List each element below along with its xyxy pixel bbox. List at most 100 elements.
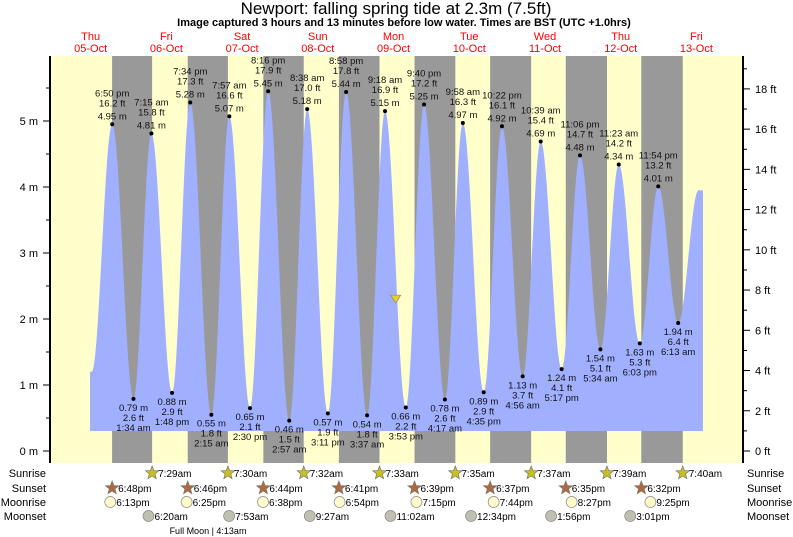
- high-tide-m: 5.45 m: [254, 78, 283, 89]
- sunrise-star-icon: [296, 465, 312, 480]
- low-tide-time: 4:56 am: [506, 400, 540, 411]
- day-label-dow: Thu: [81, 31, 100, 43]
- high-tide-ft: 14.2 ft: [606, 139, 633, 150]
- day-label-dow: Fri: [690, 31, 703, 43]
- right-tick-label: 10 ft: [755, 245, 776, 257]
- day-label-dow: Wed: [534, 31, 556, 43]
- high-tide-ft: 13.2 ft: [645, 160, 672, 171]
- chart-subtitle: Image captured 3 hours and 13 minutes be…: [177, 17, 631, 29]
- high-tide-m: 4.97 m: [448, 110, 477, 121]
- row-event-time: 6:37pm: [496, 484, 529, 495]
- high-tide-point: [383, 109, 388, 114]
- high-tide-time: 9:58 am: [446, 87, 480, 98]
- row-event-time: 6:25pm: [193, 498, 226, 509]
- sunrise-star-icon: [523, 465, 539, 480]
- day-label-date: 07-Oct: [226, 43, 259, 55]
- day-label-date: 11-Oct: [529, 43, 561, 55]
- low-tide-m: 0.57 m: [313, 417, 342, 428]
- low-tide-ft: 2.6 ft: [123, 413, 144, 424]
- low-tide-point: [365, 413, 370, 418]
- moonrise-icon: [565, 496, 578, 508]
- high-tide-m: 4.81 m: [137, 121, 166, 132]
- low-tide-m: 0.46 m: [275, 425, 304, 436]
- moonrise-icon: [644, 496, 657, 508]
- left-tick-label: 0 m: [20, 446, 38, 458]
- low-tide-time: 4:17 am: [428, 424, 462, 435]
- low-tide-ft: 6.4 ft: [668, 337, 689, 348]
- sunrise-star-icon: [371, 465, 388, 480]
- low-tide-ft: 5.1 ft: [590, 363, 611, 374]
- low-tide-time: 6:03 pm: [623, 367, 657, 378]
- high-tide-ft: 17.0 ft: [294, 83, 321, 94]
- high-tide-ft: 16.3 ft: [450, 97, 477, 108]
- high-tide-time: 9:40 pm: [407, 69, 441, 80]
- low-tide-point: [287, 418, 292, 423]
- high-tide-ft: 16.2 ft: [99, 98, 126, 109]
- right-tick-label: 18 ft: [755, 84, 776, 96]
- day-label-dow: Tue: [460, 31, 479, 43]
- sunset-star-icon: [104, 480, 120, 495]
- moonrise-icon: [104, 496, 117, 508]
- low-tide-time: 3:53 pm: [389, 431, 423, 442]
- low-tide-m: 0.79 m: [119, 403, 148, 414]
- high-tide-m: 4.01 m: [644, 173, 673, 184]
- high-tide-m: 4.95 m: [98, 111, 127, 122]
- high-tide-time: 7:15 am: [134, 98, 168, 109]
- day-label-date: 12-Oct: [604, 43, 637, 55]
- low-tide-time: 2:57 am: [272, 445, 306, 456]
- low-tide-point: [637, 341, 642, 346]
- low-tide-m: 1.94 m: [664, 327, 693, 338]
- sunset-star-icon: [558, 480, 574, 495]
- row-event-time: 7:44pm: [500, 498, 533, 509]
- sunrise-star-icon: [144, 465, 160, 480]
- sunset-star-icon: [633, 480, 649, 495]
- row-event-time: 6:48pm: [118, 484, 151, 495]
- sunset-star-icon: [255, 480, 271, 495]
- low-tide-point: [247, 406, 252, 411]
- low-tide-m: 0.54 m: [353, 419, 382, 430]
- low-tide-ft: 4.1 ft: [551, 383, 572, 394]
- sunrise-star-icon: [675, 465, 691, 480]
- low-tide-ft: 1.9 ft: [317, 427, 338, 438]
- low-tide-time: 3:37 am: [350, 439, 384, 450]
- high-tide-point: [422, 102, 427, 107]
- chart-title: Newport: falling spring tide at 2.3m (7.…: [241, 0, 552, 18]
- high-tide-time: 11:06 pm: [561, 119, 600, 130]
- sunrise-star-icon: [447, 465, 463, 480]
- low-tide-time: 1:34 am: [116, 423, 150, 434]
- row-event-time: 8:27pm: [578, 498, 611, 509]
- row-event-time: 7:15pm: [422, 498, 455, 509]
- left-tick-label: 1 m: [20, 380, 38, 392]
- low-tide-time: 5:17 pm: [544, 393, 578, 404]
- high-tide-ft: 17.2 ft: [411, 79, 438, 90]
- low-tide-ft: 5.3 ft: [629, 357, 650, 368]
- high-tide-point: [578, 153, 583, 158]
- low-tide-m: 0.65 m: [235, 412, 264, 423]
- moonrise-icon: [487, 496, 500, 508]
- moonset-icon: [223, 510, 235, 522]
- low-tide-m: 1.54 m: [586, 353, 615, 364]
- tide-curve-area: [90, 91, 703, 432]
- high-tide-time: 11:54 pm: [639, 150, 678, 161]
- low-tide-point: [520, 374, 525, 379]
- high-tide-ft: 15.4 ft: [528, 115, 555, 126]
- row-event-time: 6:35pm: [572, 484, 605, 495]
- high-tide-m: 4.92 m: [487, 113, 516, 124]
- high-tide-time: 8:58 pm: [329, 56, 363, 67]
- row-event-time: 11:02am: [396, 512, 434, 523]
- low-tide-point: [598, 347, 603, 352]
- current-level-marker: [390, 294, 402, 304]
- sunset-star-icon: [180, 480, 196, 495]
- day-label-date: 09-Oct: [377, 43, 410, 55]
- low-tide-point: [676, 320, 681, 325]
- high-tide-time: 7:34 pm: [173, 67, 207, 78]
- high-tide-point: [499, 124, 504, 129]
- low-tide-point: [403, 405, 408, 410]
- high-tide-ft: 16.9 ft: [372, 85, 399, 96]
- low-tide-point: [481, 390, 486, 395]
- day-label-date: 06-Oct: [150, 43, 183, 55]
- left-tick-label: 3 m: [20, 248, 38, 260]
- low-tide-ft: 2.1 ft: [239, 422, 260, 433]
- high-tide-m: 5.18 m: [293, 96, 322, 107]
- low-tide-time: 2:15 am: [194, 439, 228, 450]
